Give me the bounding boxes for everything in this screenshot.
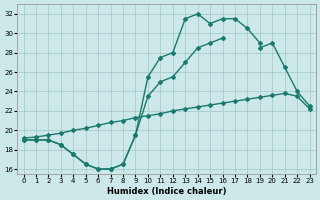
X-axis label: Humidex (Indice chaleur): Humidex (Indice chaleur) [107, 187, 226, 196]
